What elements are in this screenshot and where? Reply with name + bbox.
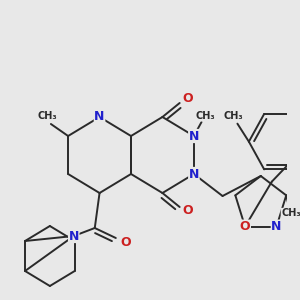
Text: CH₃: CH₃: [196, 111, 215, 121]
Text: N: N: [189, 130, 199, 142]
Text: CH₃: CH₃: [224, 111, 243, 121]
Text: O: O: [182, 92, 193, 106]
Text: N: N: [271, 220, 282, 233]
Text: N: N: [69, 230, 79, 242]
Text: N: N: [189, 167, 199, 181]
Text: O: O: [182, 205, 193, 218]
Text: N: N: [94, 110, 105, 124]
Text: O: O: [120, 236, 131, 248]
Text: O: O: [240, 220, 250, 233]
Text: CH₃: CH₃: [37, 111, 57, 121]
Text: CH₃: CH₃: [281, 208, 300, 218]
